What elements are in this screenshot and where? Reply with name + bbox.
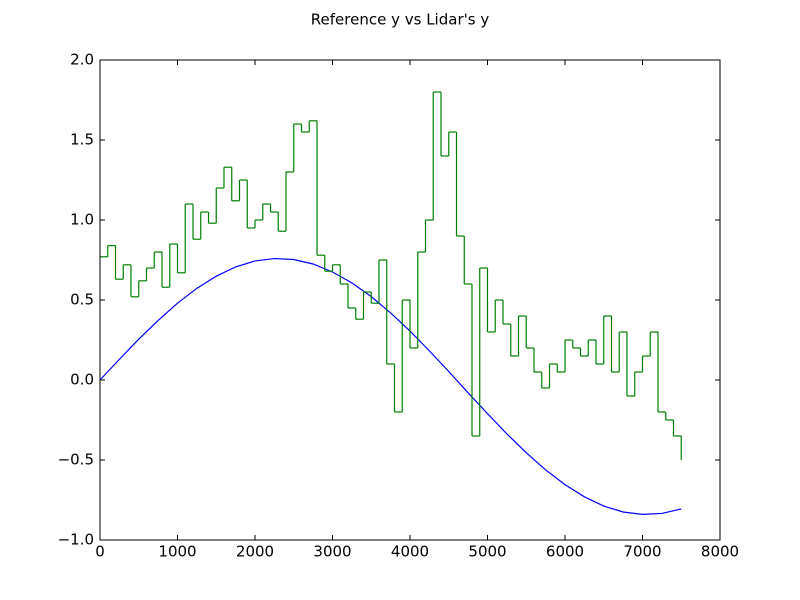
y-tick-label: 1.0 xyxy=(70,211,94,229)
x-tick-label: 0 xyxy=(95,543,105,561)
x-tick-label: 3000 xyxy=(313,543,351,561)
y-tick-label: 2.0 xyxy=(70,51,94,69)
x-tick-label: 4000 xyxy=(391,543,429,561)
x-tick-label: 2000 xyxy=(236,543,274,561)
chart-title: Reference y vs Lidar's y xyxy=(311,11,490,29)
x-tick-label: 5000 xyxy=(468,543,506,561)
line xyxy=(99,257,682,516)
y-tick-label: 1.5 xyxy=(70,131,94,149)
x-tick-label: 8000 xyxy=(701,543,739,561)
x-tick-label: 1000 xyxy=(158,543,196,561)
plot-frame xyxy=(99,59,721,541)
y-tick-label: −0.5 xyxy=(58,451,94,469)
y-tick-label: −1.0 xyxy=(58,531,94,549)
y-tick-label: 0.5 xyxy=(70,291,94,309)
y-tick-label: 0.0 xyxy=(70,371,94,389)
x-tick-label: 7000 xyxy=(623,543,661,561)
x-tick-label: 6000 xyxy=(546,543,584,561)
